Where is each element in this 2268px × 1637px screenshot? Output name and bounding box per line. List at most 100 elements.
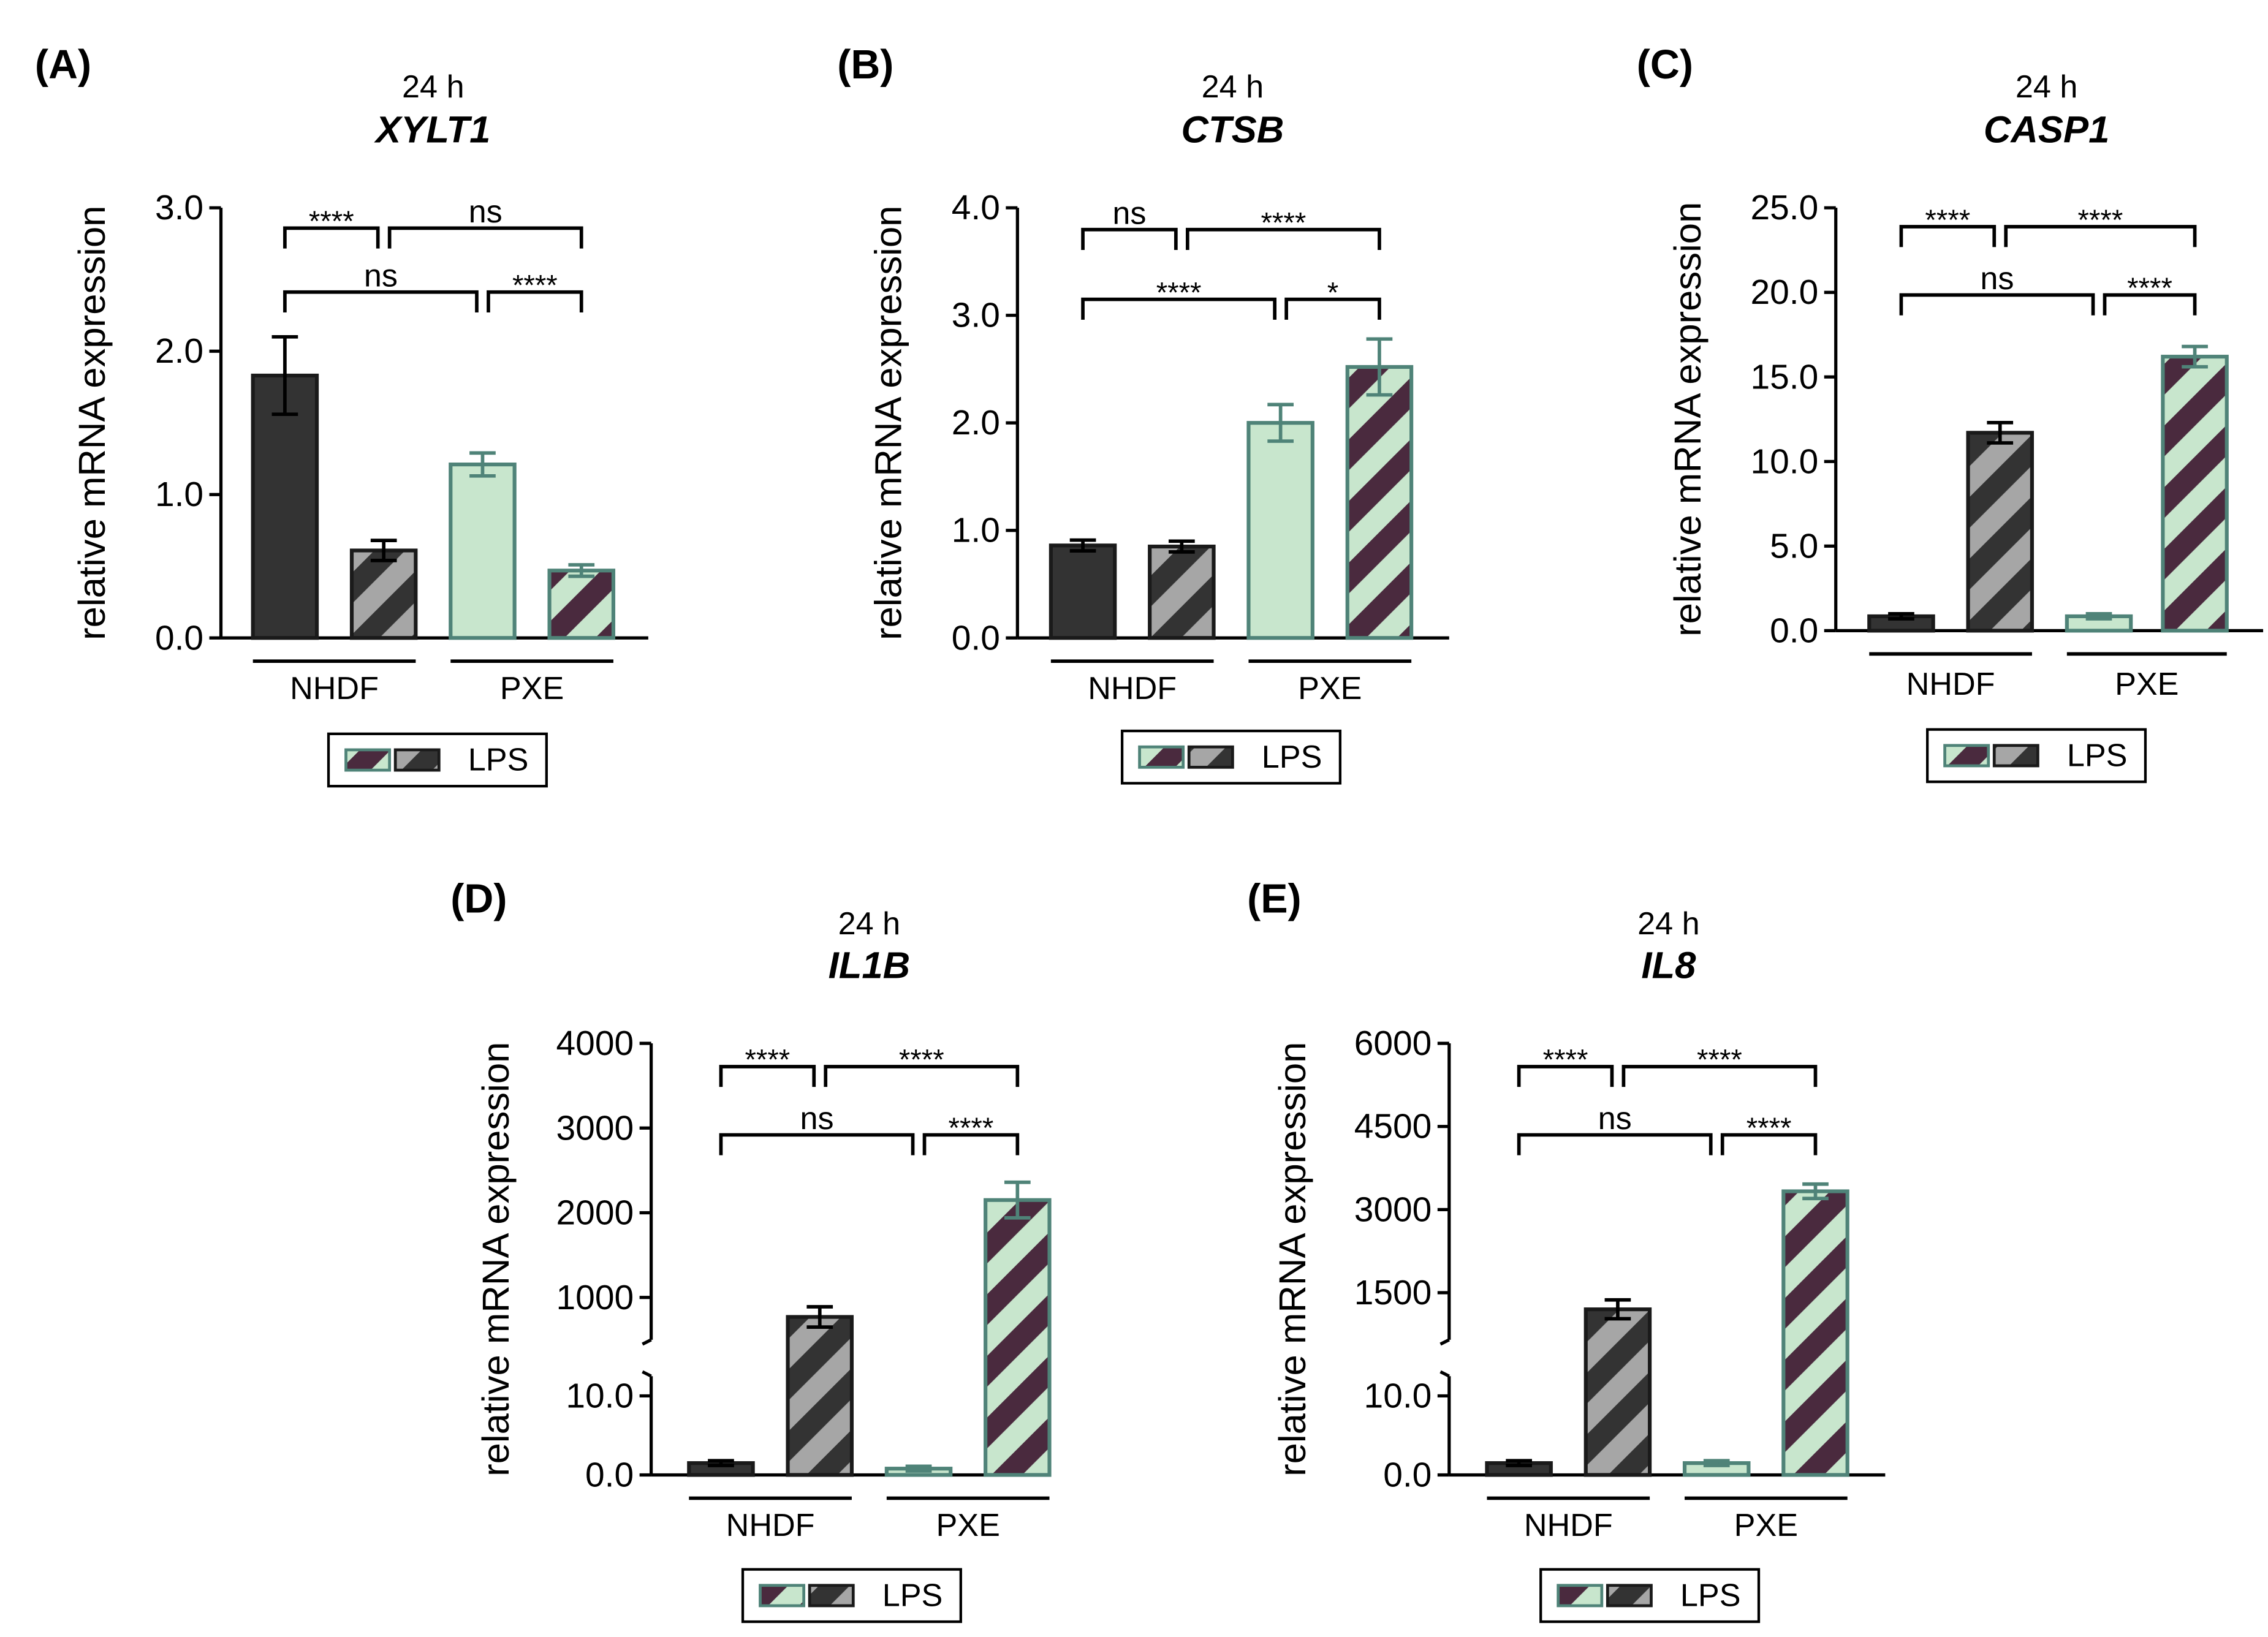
group-label: NHDF xyxy=(290,671,379,706)
significance-label: **** xyxy=(1697,1044,1742,1076)
y-tick-label: 1000 xyxy=(556,1278,634,1317)
legend: LPS xyxy=(741,1568,962,1624)
chart-subtitle: 24 h xyxy=(838,906,901,942)
bar-nhdf-lps xyxy=(786,1315,854,1477)
group-label: NHDF xyxy=(1088,671,1177,706)
y-tick-label: 25.0 xyxy=(1750,188,1818,227)
axis-break-mark xyxy=(1439,1370,1450,1378)
legend: LPS xyxy=(327,732,548,788)
significance-label: **** xyxy=(1747,1112,1792,1144)
significance-bracket: ns xyxy=(387,194,583,249)
bar-nhdf-lps xyxy=(1583,1307,1652,1477)
group-label: PXE xyxy=(2115,667,2179,702)
significance-bracket: ns xyxy=(1081,195,1178,250)
legend-label: LPS xyxy=(2067,738,2128,773)
y-tick-label: 1.0 xyxy=(155,475,203,514)
chart-subtitle: 24 h xyxy=(1637,906,1700,942)
y-tick-label: 20.0 xyxy=(1750,273,1818,312)
bar-pxe-control xyxy=(449,463,517,640)
significance-label: ns xyxy=(1112,195,1146,231)
y-tick-label: 3000 xyxy=(1354,1190,1432,1229)
significance-bracket: **** xyxy=(1621,1044,1818,1087)
significance-label: **** xyxy=(309,205,354,238)
legend-swatch-nhdf xyxy=(808,1584,855,1608)
y-tick-label: 0.0 xyxy=(155,618,203,657)
panel-label: (B) xyxy=(837,42,893,88)
bar-pxe-lps xyxy=(2161,355,2229,633)
legend-label: LPS xyxy=(1262,739,1322,775)
y-tick-label: 5.0 xyxy=(1770,526,1818,565)
significance-bracket: **** xyxy=(2004,204,2197,248)
chart-title: CASP1 xyxy=(1984,108,2110,151)
y-tick-label: 6000 xyxy=(1354,1024,1432,1063)
legend-label: LPS xyxy=(1680,1578,1741,1613)
y-tick-label: 10.0 xyxy=(1750,442,1818,481)
legend-label: LPS xyxy=(468,743,529,778)
significance-label: ns xyxy=(469,194,503,230)
bar-pxe-lps xyxy=(984,1198,1052,1477)
axis-break-mark xyxy=(642,1338,652,1346)
significance-bracket: **** xyxy=(1081,276,1277,320)
y-tick-label: 0.0 xyxy=(1383,1455,1432,1494)
significance-bracket: **** xyxy=(1517,1044,1614,1087)
group-label: PXE xyxy=(1734,1508,1798,1543)
legend-swatch-nhdf xyxy=(1187,745,1234,769)
panel-label: (D) xyxy=(450,877,507,922)
group-label: NHDF xyxy=(1524,1508,1613,1543)
significance-bracket: **** xyxy=(283,205,380,249)
significance-label: ns xyxy=(800,1101,833,1136)
chart-title: IL1B xyxy=(829,944,911,986)
panel-label: (C) xyxy=(1637,42,1693,88)
y-tick-label: 3000 xyxy=(556,1108,634,1147)
significance-label: ns xyxy=(1598,1101,1632,1136)
y-axis-label: relative mRNA expression xyxy=(71,206,113,640)
y-tick-label: 4.0 xyxy=(952,188,1000,227)
y-axis-label: relative mRNA expression xyxy=(868,206,910,640)
bar-nhdf-lps xyxy=(1148,544,1216,640)
significance-label: **** xyxy=(2127,272,2172,304)
y-tick-label: 0.0 xyxy=(952,618,1000,657)
y-tick-label: 3.0 xyxy=(155,188,203,227)
legend-swatch-nhdf xyxy=(393,748,441,772)
significance-bracket: ns xyxy=(1517,1101,1713,1155)
significance-label: **** xyxy=(899,1044,944,1076)
bar-nhdf-lps xyxy=(349,548,418,640)
axis-break-mark xyxy=(1439,1338,1450,1346)
panel-label: (E) xyxy=(1247,877,1302,922)
legend-swatch-pxe xyxy=(344,748,392,772)
legend-swatch-pxe xyxy=(1138,745,1185,769)
bar-pxe-lps xyxy=(547,569,616,640)
legend: LPS xyxy=(1539,1568,1761,1624)
y-tick-label: 10.0 xyxy=(1364,1376,1432,1415)
y-tick-label: 10.0 xyxy=(566,1376,634,1415)
legend-swatch-pxe xyxy=(1557,1584,1604,1608)
group-label: NHDF xyxy=(1906,667,1995,702)
chart-title: IL8 xyxy=(1641,944,1696,986)
significance-label: **** xyxy=(1156,276,1202,309)
significance-bracket: ns xyxy=(719,1101,915,1155)
y-tick-label: 2000 xyxy=(556,1193,634,1233)
legend-label: LPS xyxy=(882,1578,943,1613)
legend-swatch-nhdf xyxy=(1606,1584,1653,1608)
axis-break-mark xyxy=(642,1370,652,1378)
significance-bracket: **** xyxy=(1720,1112,1818,1155)
chart-subtitle: 24 h xyxy=(1202,69,1264,105)
chart-subtitle: 24 h xyxy=(2016,69,2078,105)
significance-label: **** xyxy=(745,1044,790,1076)
y-tick-label: 0.0 xyxy=(585,1455,634,1494)
significance-label: **** xyxy=(1261,207,1306,240)
significance-bracket: **** xyxy=(487,269,583,312)
significance-label: ns xyxy=(1980,261,2014,297)
significance-bracket: **** xyxy=(719,1044,816,1087)
significance-bracket: **** xyxy=(1899,204,1997,248)
y-tick-label: 4500 xyxy=(1354,1107,1432,1146)
chart-title: CTSB xyxy=(1181,108,1284,151)
legend: LPS xyxy=(1926,728,2147,784)
significance-label: ns xyxy=(364,258,398,293)
significance-label: **** xyxy=(2077,204,2123,236)
